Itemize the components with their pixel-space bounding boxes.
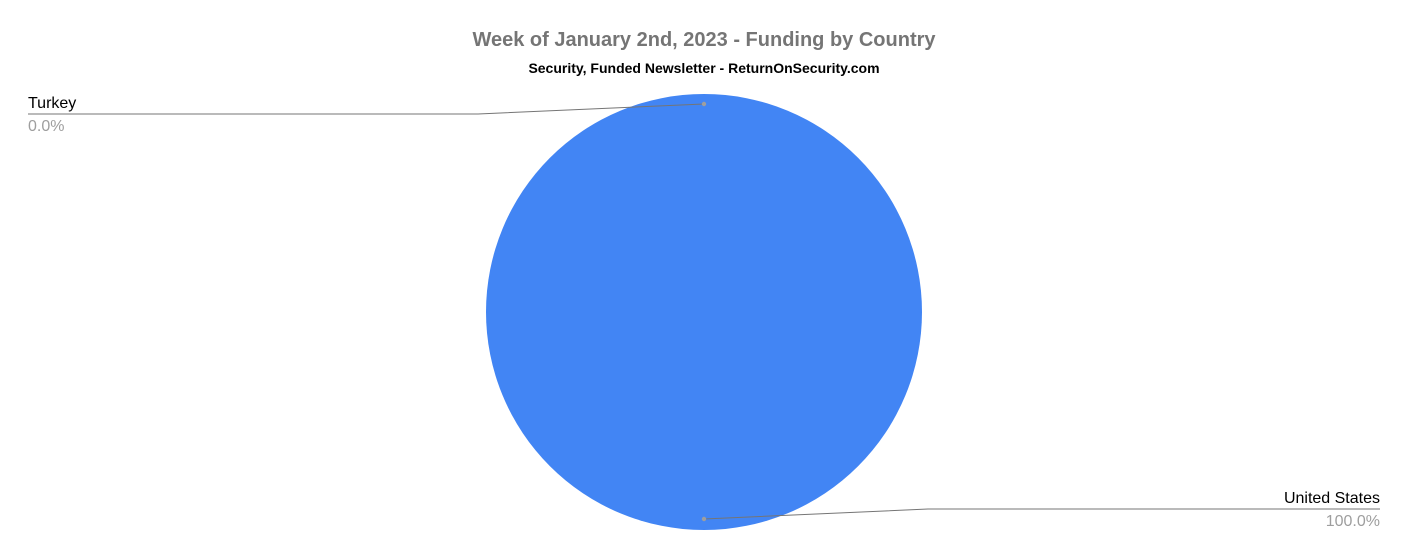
pie-slice-1[interactable] (486, 94, 922, 530)
slice-label-0: Turkey (28, 95, 76, 112)
slice-percent-0: 0.0% (28, 118, 64, 135)
chart-subtitle: Security, Funded Newsletter - ReturnOnSe… (528, 60, 880, 76)
leader-line-1 (703, 508, 1380, 520)
slice-percent-1: 100.0% (1326, 513, 1380, 530)
chart-title: Week of January 2nd, 2023 - Funding by C… (472, 29, 936, 51)
leader-line-0 (28, 103, 705, 115)
slice-label-1: United States (1284, 490, 1380, 507)
leader-dot-1 (701, 516, 707, 522)
leader-dot-0 (701, 101, 707, 107)
